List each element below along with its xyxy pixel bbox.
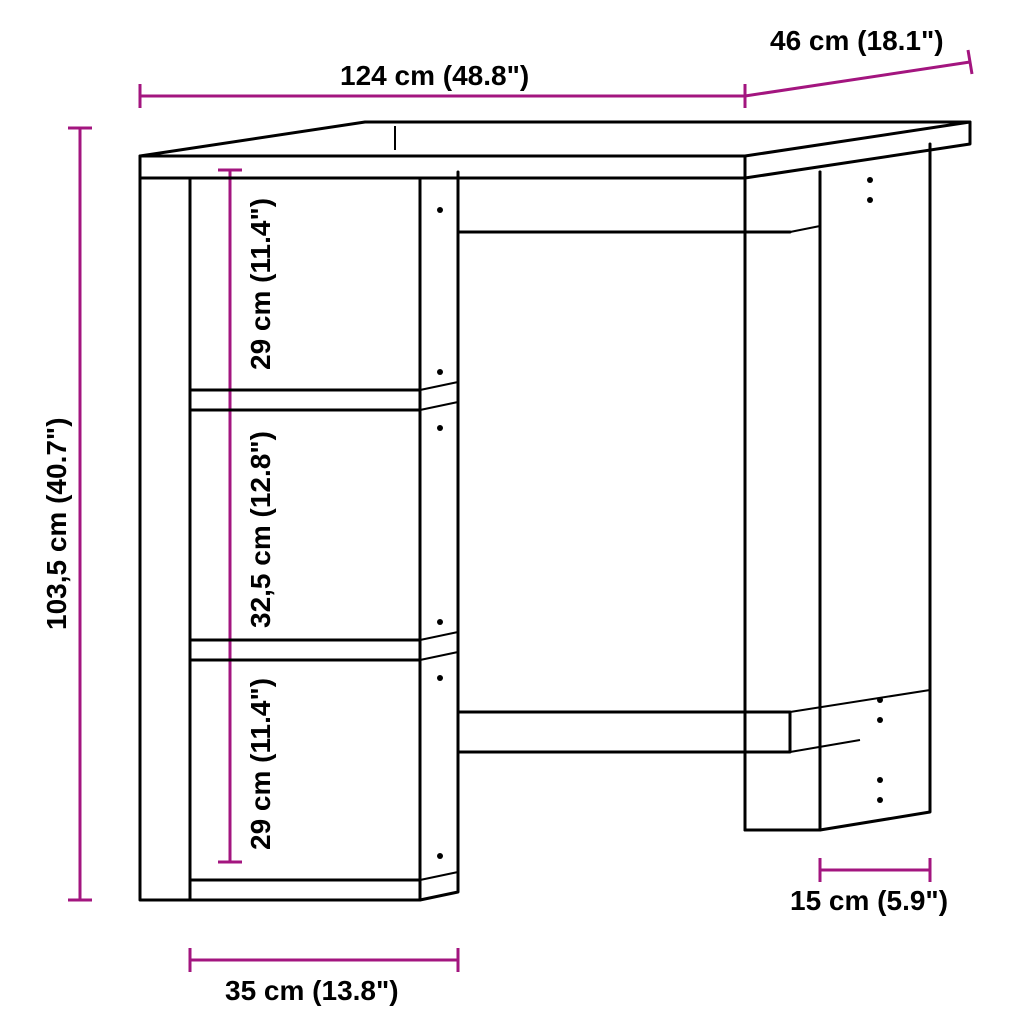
- apron-bottom-back: [790, 226, 820, 232]
- stretcher-back-top: [790, 690, 930, 712]
- stretcher-front: [458, 712, 790, 752]
- cabinet-floor-back: [420, 872, 458, 880]
- dowel: [437, 619, 443, 625]
- dowel: [877, 777, 883, 783]
- leg-front: [745, 172, 820, 830]
- dowel: [437, 369, 443, 375]
- stretcher-back-bot: [790, 740, 860, 752]
- dimension-labels: 124 cm (48.8") 46 cm (18.1") 103,5 cm (4…: [41, 25, 948, 1006]
- dowel: [877, 797, 883, 803]
- dowel: [437, 675, 443, 681]
- label-leg: 15 cm (5.9"): [790, 885, 948, 916]
- dowel: [867, 197, 873, 203]
- label-shelf2: 32,5 cm (12.8"): [245, 431, 276, 628]
- dowel: [437, 207, 443, 213]
- shelf2-thickness-back: [420, 652, 458, 660]
- shelf2-back: [420, 632, 458, 640]
- dowel: [437, 853, 443, 859]
- dowel: [867, 177, 873, 183]
- label-shelf1: 29 cm (11.4"): [245, 198, 276, 370]
- label-shelf3: 29 cm (11.4"): [245, 678, 276, 850]
- shelf1-thickness-back: [420, 402, 458, 410]
- cabinet-bottom: [190, 872, 458, 900]
- dowel: [437, 425, 443, 431]
- dim-depth-tick-r: [968, 50, 972, 74]
- dowel: [877, 717, 883, 723]
- label-cabdepth: 35 cm (13.8"): [225, 975, 399, 1006]
- label-depth: 46 cm (18.1"): [770, 25, 944, 56]
- furniture-dimension-diagram: 124 cm (48.8") 46 cm (18.1") 103,5 cm (4…: [0, 0, 1024, 1024]
- shelf1-back: [420, 382, 458, 390]
- dimension-lines: [68, 50, 972, 972]
- label-width: 124 cm (48.8"): [340, 60, 529, 91]
- dim-depth-line: [745, 62, 970, 96]
- dowel: [877, 697, 883, 703]
- label-height: 103,5 cm (40.7"): [41, 417, 72, 630]
- cabinet-left-side: [140, 178, 190, 900]
- leg-right: [820, 144, 930, 830]
- tabletop-top: [140, 122, 970, 156]
